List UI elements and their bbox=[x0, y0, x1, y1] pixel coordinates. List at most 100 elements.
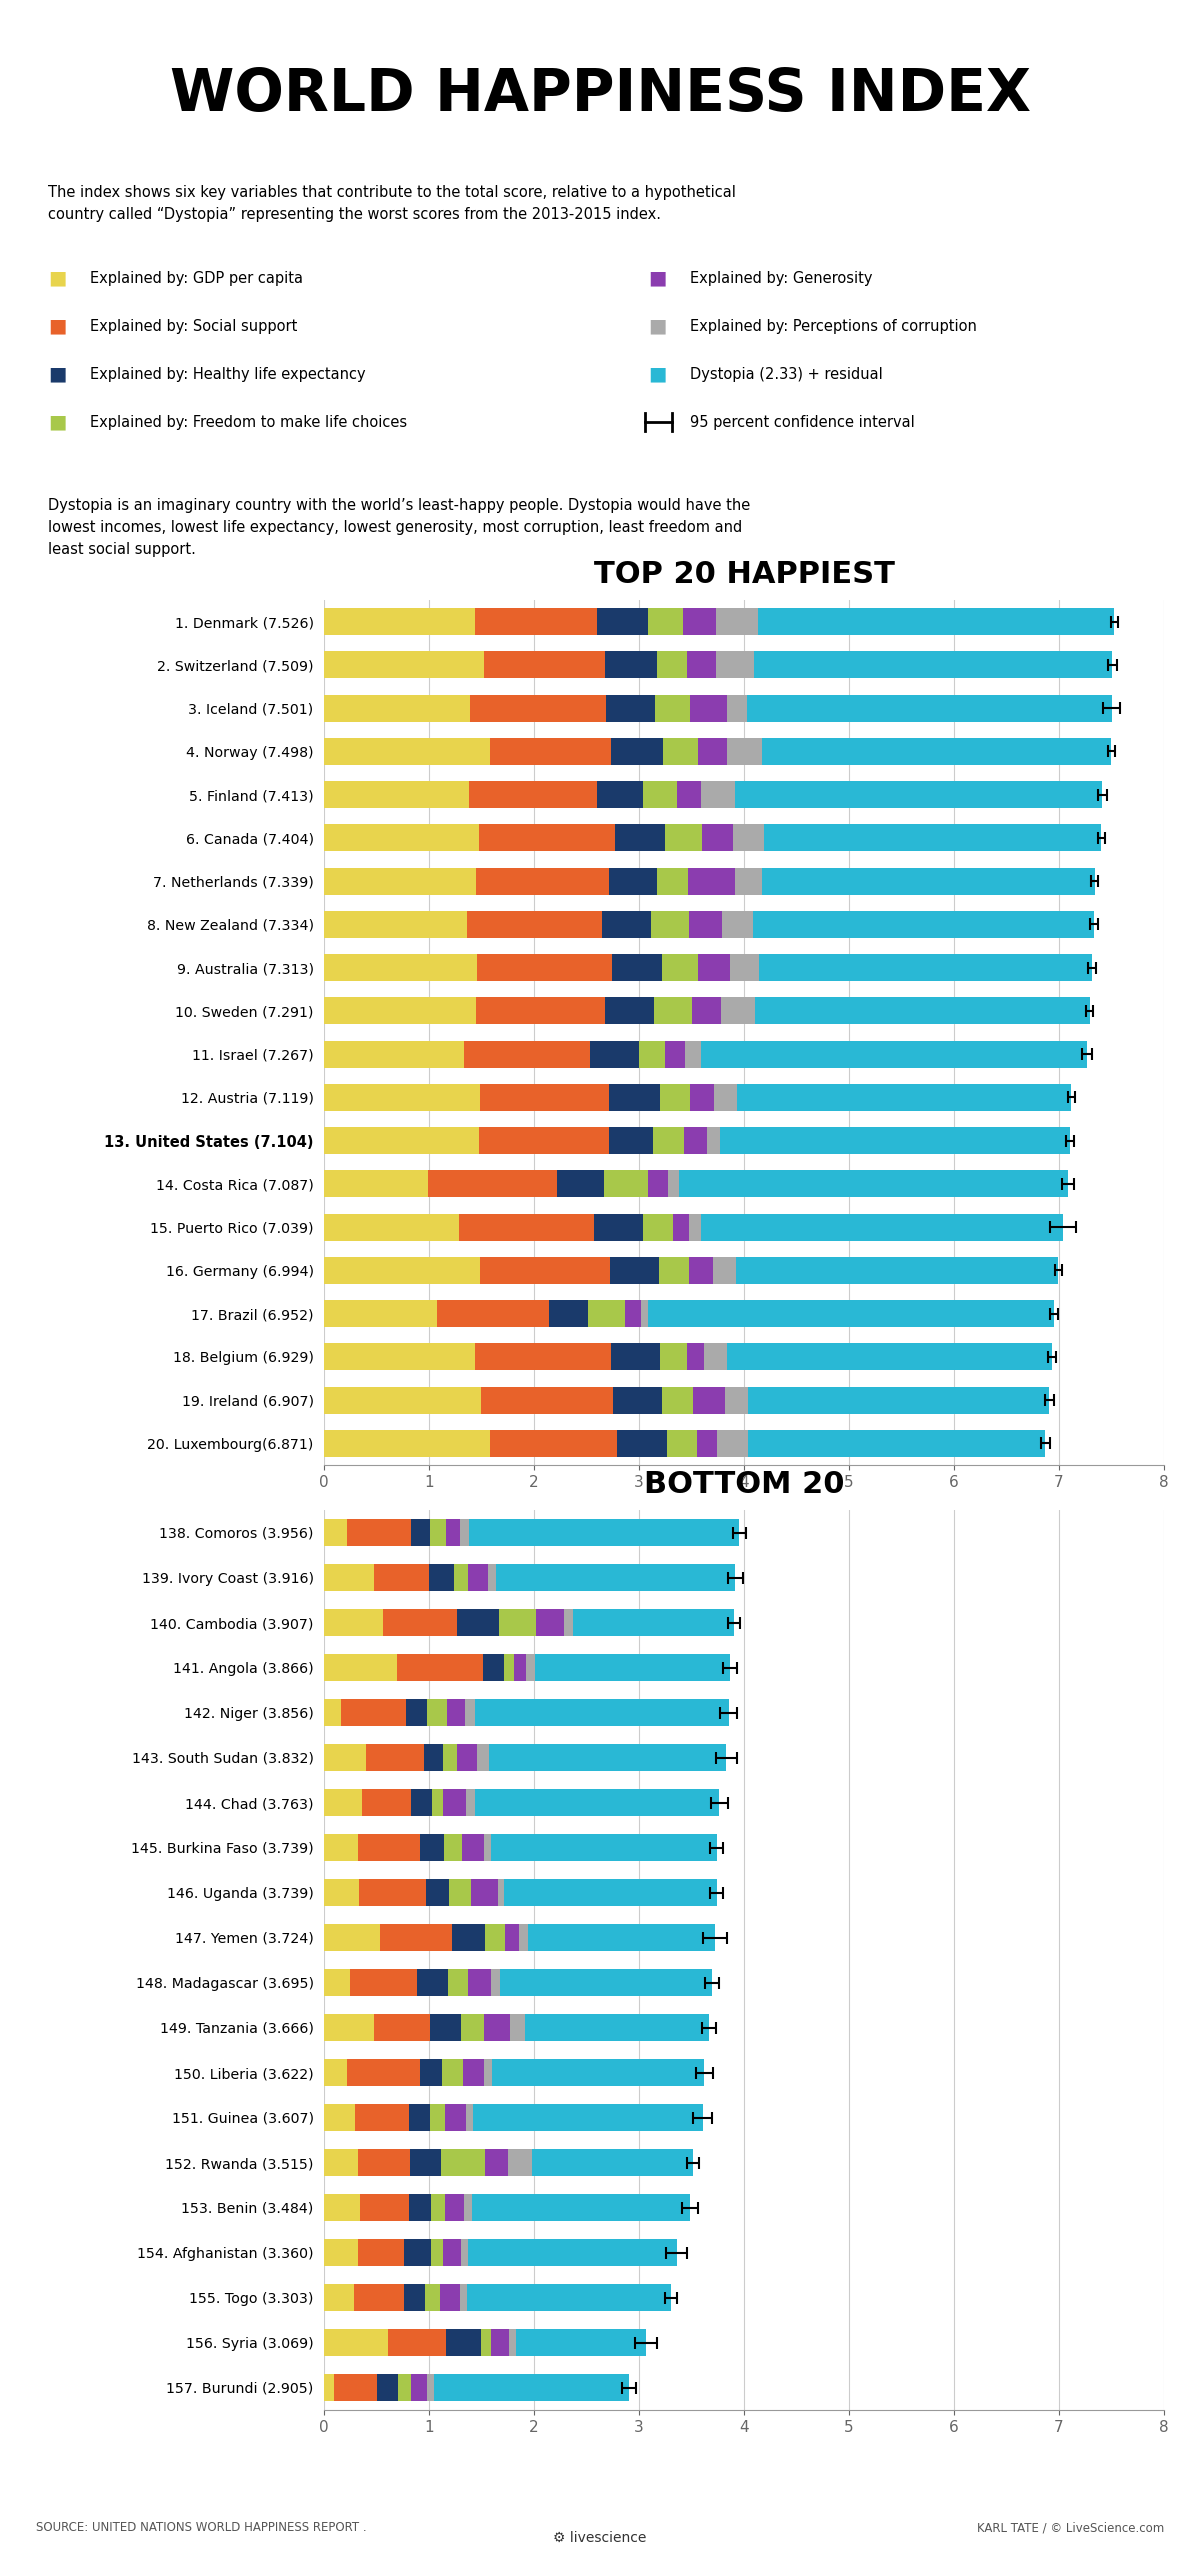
Bar bbox=[605, 652, 656, 677]
Bar bbox=[660, 1344, 688, 1370]
Bar bbox=[557, 1170, 604, 1198]
Bar bbox=[466, 1698, 475, 1726]
Bar bbox=[727, 739, 762, 764]
Bar bbox=[509, 2329, 516, 2357]
Bar bbox=[689, 1257, 713, 1282]
Bar bbox=[442, 2149, 485, 2178]
Bar bbox=[359, 2149, 410, 2178]
Bar bbox=[437, 1300, 550, 1326]
Bar bbox=[460, 2283, 467, 2311]
Bar bbox=[467, 2283, 671, 2311]
Bar bbox=[510, 2014, 524, 2042]
Bar bbox=[662, 1388, 692, 1413]
Bar bbox=[464, 1041, 590, 1067]
Bar bbox=[469, 782, 596, 808]
Bar bbox=[725, 1388, 748, 1413]
Bar bbox=[412, 1518, 430, 1547]
Bar bbox=[449, 1878, 470, 1906]
Bar bbox=[762, 739, 1111, 764]
Bar bbox=[640, 1041, 665, 1067]
Bar bbox=[605, 998, 654, 1023]
Bar bbox=[380, 1924, 452, 1952]
Bar bbox=[377, 2373, 398, 2401]
Bar bbox=[490, 1429, 618, 1457]
Bar bbox=[716, 608, 758, 636]
Bar bbox=[360, 2193, 409, 2221]
Bar bbox=[461, 2239, 468, 2267]
Bar bbox=[374, 2014, 431, 2042]
Bar bbox=[409, 2103, 430, 2132]
Text: ■: ■ bbox=[648, 364, 666, 385]
Bar bbox=[480, 1257, 610, 1282]
Bar bbox=[655, 695, 690, 721]
Bar bbox=[611, 1344, 660, 1370]
Bar bbox=[721, 998, 755, 1023]
Text: Explained by: Perceptions of corruption: Explained by: Perceptions of corruption bbox=[690, 318, 977, 333]
Bar bbox=[602, 911, 652, 939]
Bar bbox=[488, 1565, 497, 1590]
Bar bbox=[689, 1213, 701, 1241]
Bar bbox=[443, 1744, 457, 1772]
Bar bbox=[536, 1608, 564, 1636]
Bar bbox=[324, 1744, 366, 1772]
Bar bbox=[443, 1788, 466, 1816]
Bar bbox=[347, 1518, 412, 1547]
Bar bbox=[324, 2283, 354, 2311]
Bar bbox=[490, 1744, 726, 1772]
Bar bbox=[324, 2149, 359, 2178]
Bar bbox=[359, 2239, 404, 2267]
Bar bbox=[698, 954, 730, 980]
Bar bbox=[652, 911, 689, 939]
Bar bbox=[481, 2329, 491, 2357]
Bar bbox=[475, 1788, 719, 1816]
Bar bbox=[431, 2193, 445, 2221]
Bar bbox=[690, 695, 727, 721]
Bar bbox=[324, 782, 469, 808]
Bar bbox=[358, 1834, 420, 1862]
Bar bbox=[504, 1878, 716, 1906]
Bar bbox=[508, 2149, 532, 2178]
Bar bbox=[718, 1429, 749, 1457]
Bar bbox=[324, 1878, 359, 1906]
Bar bbox=[446, 1698, 466, 1726]
Bar bbox=[596, 782, 643, 808]
Bar bbox=[431, 2014, 461, 2042]
Bar bbox=[324, 1213, 460, 1241]
Bar bbox=[491, 1967, 500, 1996]
Bar bbox=[445, 2103, 467, 2132]
Bar bbox=[734, 867, 762, 895]
Bar bbox=[324, 1834, 358, 1862]
Bar bbox=[498, 1878, 504, 1906]
Bar bbox=[665, 1041, 685, 1067]
Bar bbox=[760, 954, 1092, 980]
Bar bbox=[625, 1300, 641, 1326]
Bar bbox=[324, 608, 475, 636]
Bar bbox=[324, 2373, 334, 2401]
Bar bbox=[491, 2329, 509, 2357]
Bar bbox=[420, 1834, 444, 1862]
Bar bbox=[612, 954, 662, 980]
Bar bbox=[764, 823, 1102, 852]
Bar bbox=[608, 1126, 653, 1154]
Bar bbox=[574, 1608, 734, 1636]
Bar bbox=[683, 608, 716, 636]
Bar bbox=[485, 2060, 492, 2085]
Bar bbox=[403, 2283, 425, 2311]
Bar bbox=[324, 2014, 374, 2042]
Text: ■: ■ bbox=[648, 269, 666, 287]
Text: The index shows six key variables that contribute to the total score, relative t: The index shows six key variables that c… bbox=[48, 185, 736, 223]
Bar bbox=[720, 1126, 1070, 1154]
Bar bbox=[354, 2103, 409, 2132]
Bar bbox=[606, 695, 655, 721]
Bar bbox=[491, 1834, 716, 1862]
Bar bbox=[457, 1744, 478, 1772]
Bar bbox=[324, 1126, 480, 1154]
Bar bbox=[420, 2060, 443, 2085]
Bar bbox=[443, 2239, 461, 2267]
Bar bbox=[727, 1344, 1051, 1370]
Bar bbox=[324, 2239, 359, 2267]
Bar bbox=[701, 782, 736, 808]
Bar bbox=[467, 911, 602, 939]
Bar bbox=[444, 1834, 462, 1862]
Text: ■: ■ bbox=[648, 315, 666, 336]
